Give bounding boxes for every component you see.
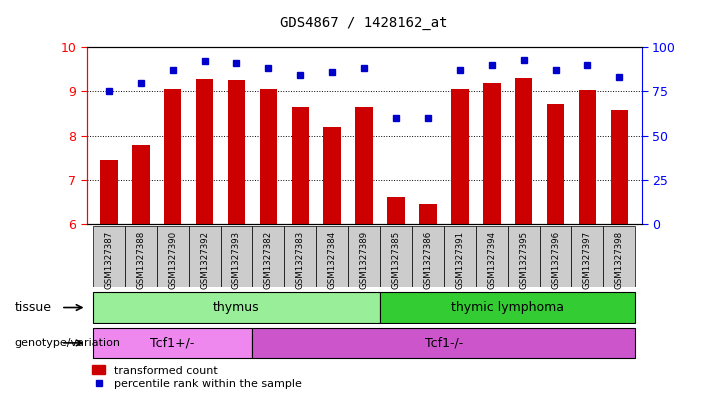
Bar	[611, 110, 628, 224]
Text: GSM1327391: GSM1327391	[456, 231, 464, 289]
Bar	[380, 226, 412, 287]
Text: GSM1327385: GSM1327385	[392, 231, 400, 289]
Text: Tcf1+/-: Tcf1+/-	[151, 336, 195, 349]
Legend: transformed count, percentile rank within the sample: transformed count, percentile rank withi…	[92, 365, 302, 389]
Bar	[572, 226, 603, 287]
Text: genotype/variation: genotype/variation	[14, 338, 120, 348]
Bar	[164, 89, 182, 224]
Text: GSM1327394: GSM1327394	[487, 231, 496, 289]
Bar	[444, 226, 476, 287]
Bar	[387, 197, 404, 224]
Text: GDS4867 / 1428162_at: GDS4867 / 1428162_at	[280, 16, 448, 30]
Text: GSM1327396: GSM1327396	[551, 231, 560, 289]
Text: GSM1327393: GSM1327393	[232, 231, 241, 289]
Bar	[324, 127, 341, 224]
Text: GSM1327395: GSM1327395	[519, 231, 528, 289]
Bar	[125, 226, 156, 287]
Bar	[196, 79, 213, 224]
Text: GSM1327384: GSM1327384	[328, 231, 337, 289]
Bar	[317, 226, 348, 287]
Bar	[355, 107, 373, 224]
Bar	[380, 292, 635, 323]
Text: GSM1327398: GSM1327398	[615, 231, 624, 289]
Bar	[93, 292, 380, 323]
Text: tissue: tissue	[14, 301, 51, 314]
Bar	[132, 145, 149, 224]
Bar	[603, 226, 635, 287]
Bar	[451, 89, 469, 224]
Bar	[508, 226, 539, 287]
Bar	[156, 226, 189, 287]
Bar	[228, 80, 245, 224]
Text: GSM1327397: GSM1327397	[583, 231, 592, 289]
Text: Tcf1-/-: Tcf1-/-	[425, 336, 463, 349]
Text: GSM1327387: GSM1327387	[105, 231, 113, 289]
Bar	[291, 107, 309, 224]
Bar	[189, 226, 221, 287]
Bar	[483, 83, 500, 224]
Text: GSM1327386: GSM1327386	[423, 231, 433, 289]
Text: GSM1327383: GSM1327383	[296, 231, 305, 289]
Bar	[476, 226, 508, 287]
Bar	[539, 226, 572, 287]
Bar	[579, 90, 596, 224]
Bar	[93, 328, 252, 358]
Bar	[515, 78, 532, 224]
Bar	[100, 160, 118, 224]
Bar	[419, 204, 437, 224]
Bar	[412, 226, 444, 287]
Text: GSM1327388: GSM1327388	[136, 231, 145, 289]
Text: thymic lymphoma: thymic lymphoma	[451, 301, 565, 314]
Bar	[93, 226, 125, 287]
Text: GSM1327389: GSM1327389	[360, 231, 368, 289]
Bar	[252, 328, 635, 358]
Text: GSM1327382: GSM1327382	[264, 231, 273, 289]
Bar	[284, 226, 317, 287]
Bar	[221, 226, 252, 287]
Bar	[252, 226, 284, 287]
Text: thymus: thymus	[213, 301, 260, 314]
Text: GSM1327392: GSM1327392	[200, 231, 209, 289]
Text: GSM1327390: GSM1327390	[168, 231, 177, 289]
Bar	[348, 226, 380, 287]
Bar	[547, 104, 565, 224]
Bar	[260, 89, 277, 224]
